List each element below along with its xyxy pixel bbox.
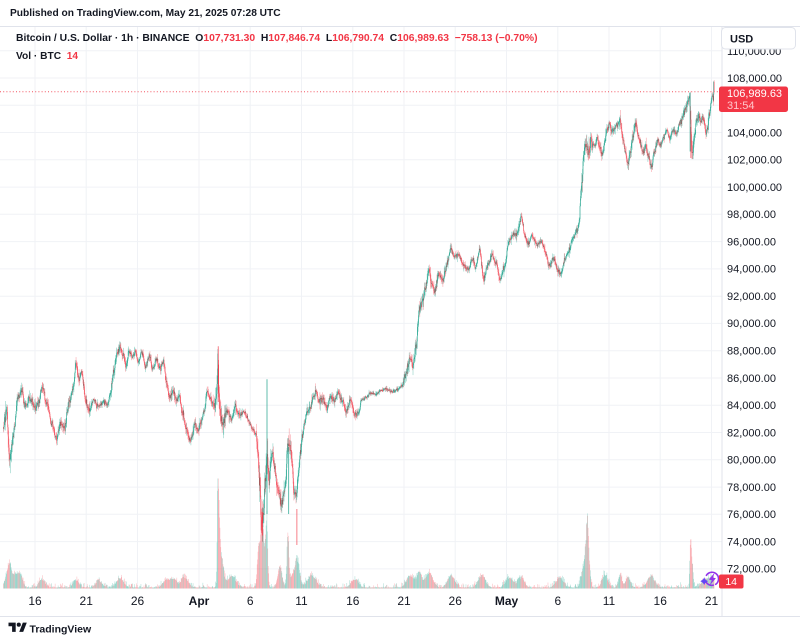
svg-text:21: 21 bbox=[80, 594, 94, 608]
svg-text:16: 16 bbox=[654, 594, 668, 608]
svg-text:11: 11 bbox=[295, 594, 308, 608]
svg-text:108,000.00: 108,000.00 bbox=[727, 73, 782, 85]
svg-text:Apr: Apr bbox=[189, 594, 210, 608]
svg-text:106,989.63: 106,989.63 bbox=[727, 88, 782, 100]
svg-text:82,000.00: 82,000.00 bbox=[727, 427, 776, 439]
svg-text:14: 14 bbox=[725, 576, 737, 588]
svg-text:100,000.00: 100,000.00 bbox=[727, 182, 782, 194]
svg-text:88,000.00: 88,000.00 bbox=[727, 346, 776, 358]
svg-text:98,000.00: 98,000.00 bbox=[727, 209, 776, 221]
svg-text:78,000.00: 78,000.00 bbox=[727, 482, 776, 494]
svg-text:94,000.00: 94,000.00 bbox=[727, 264, 776, 276]
svg-text:11: 11 bbox=[603, 594, 616, 608]
svg-text:74,000.00: 74,000.00 bbox=[727, 536, 776, 548]
svg-text:16: 16 bbox=[28, 594, 42, 608]
svg-text:6: 6 bbox=[554, 594, 561, 608]
svg-text:USD: USD bbox=[730, 34, 753, 46]
svg-text:21: 21 bbox=[705, 594, 719, 608]
svg-text:6: 6 bbox=[247, 594, 254, 608]
svg-text:21: 21 bbox=[397, 594, 411, 608]
svg-text:31:54: 31:54 bbox=[727, 100, 755, 112]
svg-text:26: 26 bbox=[131, 594, 145, 608]
svg-text:102,000.00: 102,000.00 bbox=[727, 155, 782, 167]
svg-text:76,000.00: 76,000.00 bbox=[727, 509, 776, 521]
svg-text:104,000.00: 104,000.00 bbox=[727, 127, 782, 139]
svg-text:May: May bbox=[495, 594, 519, 608]
svg-text:16: 16 bbox=[346, 594, 360, 608]
svg-text:80,000.00: 80,000.00 bbox=[727, 455, 776, 467]
svg-text:84,000.00: 84,000.00 bbox=[727, 400, 776, 412]
svg-text:72,000.00: 72,000.00 bbox=[727, 564, 776, 576]
svg-text:26: 26 bbox=[449, 594, 463, 608]
svg-text:TradingView: TradingView bbox=[30, 624, 92, 636]
svg-text:96,000.00: 96,000.00 bbox=[727, 236, 776, 248]
svg-text:92,000.00: 92,000.00 bbox=[727, 291, 776, 303]
svg-text:86,000.00: 86,000.00 bbox=[727, 373, 776, 385]
svg-text:90,000.00: 90,000.00 bbox=[727, 318, 776, 330]
